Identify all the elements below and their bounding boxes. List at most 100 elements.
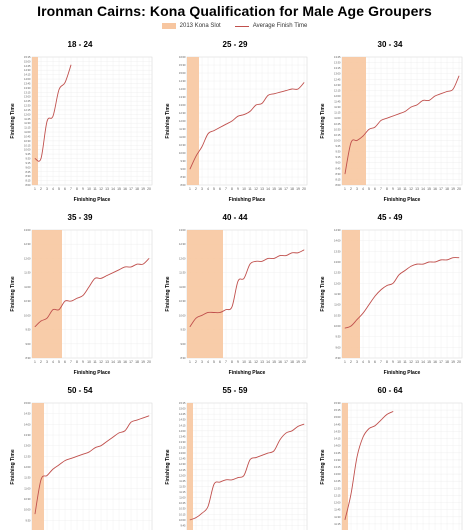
kona-slot-band: [342, 230, 360, 358]
x-tick-label: 19: [296, 360, 300, 364]
x-tick-label: 1: [189, 187, 191, 191]
x-tick-label: 10: [242, 360, 246, 364]
y-tick-label: 14:30: [179, 418, 186, 422]
data-point: [231, 306, 233, 308]
x-tick-label: 13: [260, 187, 264, 191]
data-point: [356, 456, 358, 458]
y-tick-label: 12:00: [334, 501, 341, 505]
y-tick-label: 8:00: [335, 183, 341, 187]
y-tick-label: 14:00: [334, 444, 341, 448]
y-tick-label: 13:45: [24, 81, 31, 85]
x-tick-label: 11: [93, 360, 97, 364]
y-tick-label: 8:15: [25, 179, 31, 183]
x-tick-label: 4: [362, 187, 364, 191]
legend-line-label: Average Finish Time: [252, 23, 308, 29]
x-tick-label: 17: [284, 360, 288, 364]
chart-panel: 25 - 298:008:309:009:3010:0010:3011:0011…: [165, 40, 308, 203]
x-tick-label: 16: [278, 187, 282, 191]
data-point: [404, 270, 406, 271]
y-tick-label: 9:45: [180, 523, 186, 527]
chart-panel: 18 - 248:008:158:308:459:009:159:309:451…: [10, 40, 153, 203]
y-tick-label: 15:30: [179, 63, 186, 67]
x-tick-label: 11: [248, 360, 252, 364]
y-tick-label: 14:00: [24, 77, 31, 81]
x-tick-label: 6: [374, 187, 376, 191]
x-tick-label: 17: [439, 360, 443, 364]
x-tick-label: 9: [392, 360, 394, 364]
data-point: [243, 474, 245, 476]
data-point: [34, 513, 36, 515]
data-point: [201, 314, 203, 316]
data-point: [344, 173, 346, 175]
x-tick-label: 14: [266, 360, 270, 364]
x-tick-label: 9: [237, 187, 239, 191]
x-axis-label: Finishing Place: [384, 370, 421, 376]
x-tick-label: 2: [350, 360, 352, 364]
y-tick-label: 11:00: [334, 303, 341, 307]
y-tick-label: 13:45: [179, 434, 186, 438]
x-tick-label: 15: [272, 360, 276, 364]
x-tick-label: 12: [409, 360, 413, 364]
y-tick-label: 8:30: [180, 175, 186, 179]
y-axis-label: Finishing Time: [10, 276, 16, 311]
y-tick-label: 11:45: [24, 117, 31, 121]
y-tick-label: 13:00: [179, 451, 186, 455]
x-tick-label: 12: [254, 187, 258, 191]
kona-slot-band: [32, 230, 62, 358]
y-tick-label: 11:30: [24, 271, 31, 275]
y-tick-label: 13:15: [24, 90, 31, 94]
data-point: [458, 75, 460, 77]
legend-slot-label: 2013 Kona Slot: [179, 23, 221, 29]
x-tick-label: 14: [111, 360, 115, 364]
data-point: [285, 432, 287, 434]
data-point: [64, 300, 66, 302]
x-tick-label: 15: [117, 187, 121, 191]
data-point: [237, 477, 239, 478]
y-tick-label: 9:00: [335, 161, 341, 165]
data-point: [58, 89, 60, 91]
data-point: [112, 436, 114, 438]
x-tick-label: 2: [195, 360, 197, 364]
data-point: [267, 95, 269, 96]
y-tick-label: 13:30: [24, 86, 31, 90]
y-tick-label: 13:30: [334, 458, 341, 462]
y-tick-label: 12:30: [334, 83, 341, 87]
y-tick-label: 12:00: [24, 256, 31, 260]
y-tick-label: 9:30: [180, 328, 186, 332]
x-tick-label: 9: [237, 360, 239, 364]
data-point: [124, 266, 126, 268]
data-point: [279, 439, 281, 441]
data-point: [70, 64, 72, 66]
y-tick-label: 10:00: [179, 151, 186, 155]
y-tick-label: 9:30: [180, 159, 186, 163]
y-tick-label: 9:30: [25, 328, 31, 332]
data-point: [416, 104, 418, 106]
legend-item-line: Average Finish Time: [234, 23, 308, 29]
x-tick-label: 8: [231, 187, 233, 191]
y-tick-label: 9:15: [25, 161, 31, 165]
x-tick-label: 19: [451, 360, 455, 364]
y-tick-label: 10:00: [334, 324, 341, 328]
x-tick-label: 15: [272, 187, 276, 191]
y-tick-label: 13:00: [334, 260, 341, 264]
y-tick-label: 12:00: [179, 473, 186, 477]
data-point: [440, 93, 442, 95]
x-tick-label: 1: [344, 360, 346, 364]
x-tick-label: 11: [93, 187, 97, 191]
y-tick-label: 11:00: [24, 130, 31, 134]
data-point: [446, 259, 448, 261]
data-point: [410, 106, 412, 108]
data-point: [243, 278, 245, 279]
x-tick-label: 6: [219, 187, 221, 191]
data-point: [392, 411, 394, 412]
y-tick-label: 10:00: [24, 313, 31, 317]
y-tick-label: 10:00: [24, 508, 31, 512]
x-tick-label: 10: [397, 187, 401, 191]
data-point: [52, 309, 54, 310]
x-tick-label: 5: [213, 360, 215, 364]
data-point: [291, 430, 293, 432]
data-point: [261, 454, 263, 456]
data-point: [213, 130, 215, 131]
y-tick-label: 11:30: [334, 292, 341, 296]
y-tick-label: 14:30: [334, 228, 341, 232]
